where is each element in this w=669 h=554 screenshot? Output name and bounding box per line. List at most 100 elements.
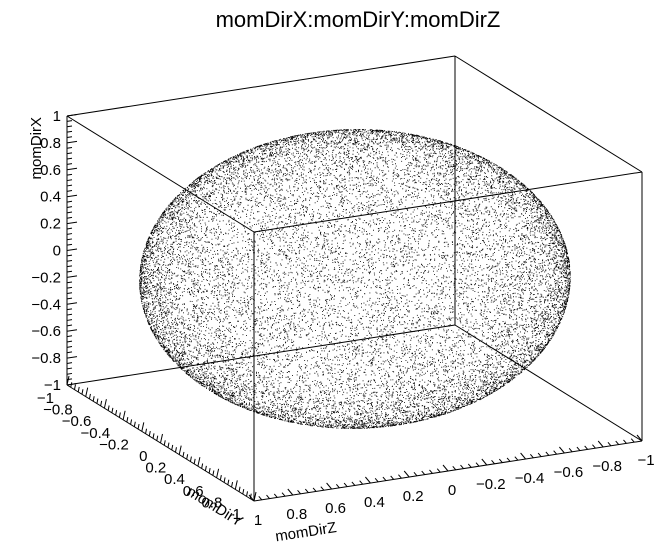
y-axis-tick <box>216 468 220 478</box>
y-axis-minor-tick <box>182 451 185 458</box>
x-axis-label: momDirZ <box>274 519 338 545</box>
y-axis-minor-tick <box>115 410 118 416</box>
x-axis-tick-label: 0 <box>448 482 456 499</box>
x-axis-tick <box>326 482 332 490</box>
z-axis-tick <box>66 383 78 386</box>
z-axis-minor-tick <box>66 190 73 192</box>
y-axis-minor-tick <box>223 477 226 483</box>
y-axis-minor-tick <box>201 463 204 469</box>
x-axis-minor-tick <box>623 439 627 444</box>
z-axis-minor-tick <box>66 362 73 364</box>
x-axis-tick <box>287 488 294 496</box>
x-axis-tick <box>636 434 643 442</box>
y-axis-minor-tick <box>107 405 110 411</box>
y-axis-minor-tick <box>77 386 80 393</box>
box-back-edges <box>66 55 643 442</box>
x-axis-minor-tick <box>529 453 534 459</box>
x-axis-minor-tick <box>374 477 379 483</box>
y-axis-minor-tick <box>148 430 151 437</box>
y-axis-tick <box>66 375 70 386</box>
z-axis-tick-label: 0.4 <box>40 189 61 206</box>
z-axis-minor-tick <box>66 136 73 139</box>
z-axis-minor-tick <box>66 163 73 165</box>
x-axis-minor-tick <box>607 441 612 447</box>
z-axis-minor-tick <box>66 243 73 246</box>
z-axis-minor-tick <box>66 146 73 149</box>
z-axis-tick-label: 1 <box>53 108 61 125</box>
z-axis-minor-tick <box>66 233 73 235</box>
x-axis-minor-tick <box>568 447 573 453</box>
y-axis-minor-tick <box>126 417 129 423</box>
x-axis-minor-tick <box>452 465 457 471</box>
y-axis-minor-tick <box>189 456 192 462</box>
x-axis-minor-tick <box>429 469 433 474</box>
y-axis-tick-label: −1 <box>37 390 54 407</box>
x-axis-minor-tick <box>467 463 472 468</box>
data-points <box>139 129 571 429</box>
y-axis-minor-tick <box>111 407 114 413</box>
z-axis-minor-tick <box>66 286 73 289</box>
z-axis-tick-label: −0.2 <box>31 269 61 286</box>
y-axis-tick-label: −0.2 <box>99 436 129 453</box>
y-axis-minor-tick <box>92 396 95 402</box>
x-axis-minor-tick <box>398 474 402 479</box>
y-axis-minor-tick <box>227 479 230 485</box>
x-axis-tick <box>403 470 410 478</box>
x-axis-minor-tick <box>506 457 511 462</box>
y-axis-tick-label: 0.6 <box>183 483 204 500</box>
y-axis-minor-tick <box>81 389 84 395</box>
z-axis-minor-tick <box>66 297 73 300</box>
x-axis-minor-tick <box>498 458 503 463</box>
x-axis-minor-tick <box>320 486 325 491</box>
x-axis-minor-tick <box>537 452 542 457</box>
x-axis-tick <box>248 494 255 502</box>
y-axis-minor-tick <box>100 400 103 406</box>
y-axis-tick <box>103 399 107 409</box>
x-axis-minor-tick <box>351 481 356 486</box>
z-axis-tick <box>66 114 78 117</box>
y-axis-minor-tick <box>231 481 234 488</box>
y-axis-minor-tick <box>96 398 99 404</box>
y-axis-tick <box>253 491 257 502</box>
y-axis-minor-tick <box>145 428 148 434</box>
z-axis-minor-tick <box>66 206 73 208</box>
z-axis-tick-label: 0 <box>53 243 61 260</box>
z-axis-minor-tick <box>66 184 73 187</box>
y-axis-tick-label: 0.4 <box>164 471 185 488</box>
y-axis-minor-tick <box>167 442 170 448</box>
x-axis-tick-label: 0.4 <box>364 494 385 511</box>
z-axis-minor-tick <box>66 173 73 176</box>
z-axis-tick <box>66 248 78 251</box>
x-axis-minor-tick <box>491 459 495 465</box>
y-axis-tick <box>197 457 201 467</box>
y-axis-minor-tick <box>204 465 207 471</box>
y-axis-minor-tick <box>152 433 155 439</box>
y-axis-minor-tick <box>174 447 177 453</box>
x-axis-minor-tick <box>475 462 480 467</box>
x-axis-minor-tick <box>273 493 278 498</box>
x-axis-minor-tick <box>553 450 558 455</box>
x-axis-minor-tick <box>576 446 581 451</box>
x-axis-minor-tick <box>413 471 418 477</box>
y-axis-minor-tick <box>156 435 159 441</box>
z-axis-minor-tick <box>66 125 73 128</box>
z-axis-tick <box>66 275 78 278</box>
x-axis-tick <box>597 440 604 448</box>
y-axis-tick <box>234 480 238 490</box>
z-axis-minor-tick <box>66 254 73 257</box>
x-axis-tick <box>442 464 449 472</box>
z-axis-tick-label: 0.8 <box>40 135 61 152</box>
z-axis-tick-label: 0.6 <box>40 162 61 179</box>
y-axis-minor-tick <box>219 475 222 481</box>
z-axis-minor-tick <box>66 367 73 370</box>
z-axis-minor-tick <box>66 227 73 230</box>
z-axis-minor-tick <box>66 265 73 268</box>
x-axis-minor-tick <box>421 470 426 475</box>
y-axis-minor-tick <box>246 491 249 497</box>
z-axis-minor-tick <box>66 130 73 133</box>
x-axis-tick-label: 0.6 <box>325 500 346 517</box>
z-axis-tick <box>66 194 78 198</box>
y-axis-minor-tick <box>137 423 140 430</box>
x-axis-minor-tick <box>390 475 395 480</box>
